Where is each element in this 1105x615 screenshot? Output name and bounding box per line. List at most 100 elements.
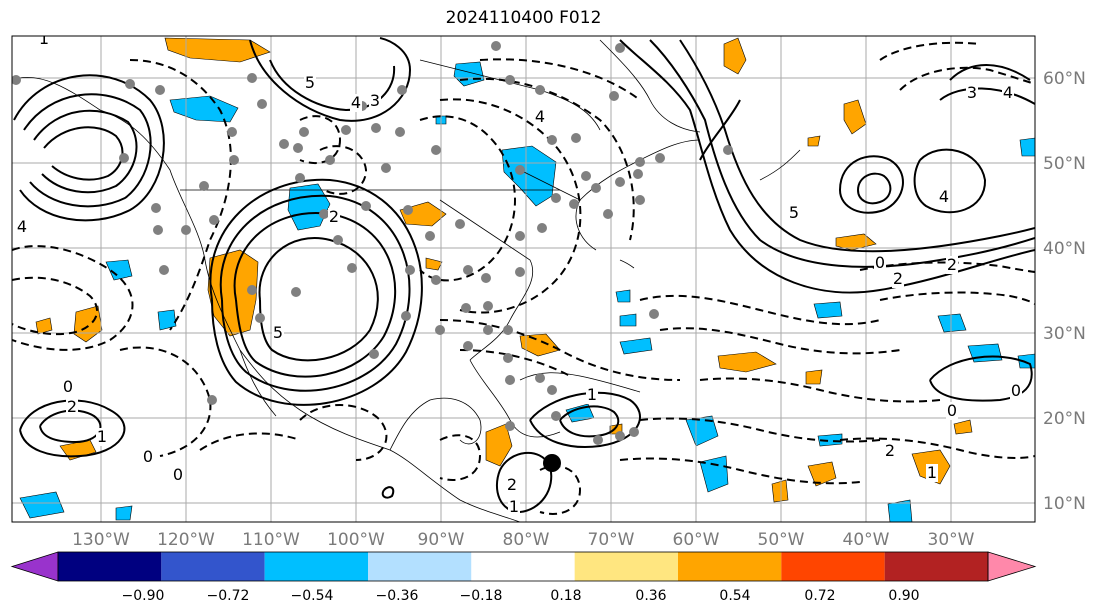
colorbar-tick-label: 0.54 <box>719 588 750 604</box>
contour-label: 0 <box>143 447 153 466</box>
lat-label: 20°N <box>1043 409 1086 429</box>
contour-label-background <box>328 208 340 226</box>
contour-label: 1 <box>509 497 519 516</box>
contour-label: 4 <box>351 93 361 112</box>
contour-label-background <box>506 476 518 494</box>
colorbar-segment <box>678 552 782 581</box>
lon-label: 70°W <box>588 530 635 550</box>
dashed-contours <box>12 41 1035 515</box>
colorbar-segment <box>574 552 678 581</box>
colorbar-tick-label: −0.54 <box>291 588 334 604</box>
contour-label-background <box>788 204 800 222</box>
map-frame <box>11 35 1036 523</box>
colorbar-extension-low <box>10 551 59 582</box>
contour-label-background <box>966 84 978 102</box>
lon-label: 50°W <box>758 530 805 550</box>
contour-label-background <box>304 74 316 92</box>
colorbar-tick-labels: −0.90 −0.72 −0.54 −0.36 −0.18 0.18 0.36 … <box>122 588 920 604</box>
contour-label: 0 <box>173 465 183 484</box>
contour-label-background <box>62 378 74 396</box>
lat-label: 60°N <box>1043 69 1086 89</box>
contour-label-background <box>938 188 950 206</box>
contour-label-background <box>16 218 28 236</box>
contour-label-background <box>926 464 938 482</box>
gridlines <box>12 36 1035 522</box>
colorbar-tick-label: 0.90 <box>888 588 919 604</box>
contour-label-background <box>1010 382 1022 400</box>
contour-label-background <box>96 428 108 446</box>
lon-label: 80°W <box>503 530 550 550</box>
contour-label-background <box>508 498 520 516</box>
colorbar-border <box>57 551 989 582</box>
colorbar-extension-high <box>987 551 1037 582</box>
negative-anomaly-regions <box>19 61 1035 522</box>
contour-label: 0 <box>947 401 957 420</box>
colorbar-segment <box>884 552 988 581</box>
colorbar-segment <box>58 552 162 581</box>
contour-label-background <box>874 254 886 272</box>
contour-label: 2 <box>893 269 903 288</box>
contour-label: 4 <box>1003 83 1013 102</box>
contour-label: 2 <box>947 255 957 274</box>
contour-label: 0 <box>875 253 885 272</box>
lon-label: 60°W <box>673 530 720 550</box>
contour-label: 3 <box>967 83 977 102</box>
contour-label: 3 <box>370 91 380 110</box>
contour-label-background <box>946 256 958 274</box>
lon-label: 30°W <box>928 530 975 550</box>
colorbar-tick-label: 0.72 <box>804 588 835 604</box>
colorbar-segment <box>264 552 368 581</box>
contour-label-background <box>892 270 904 288</box>
contour-label: 4 <box>17 217 27 236</box>
colorbar-tick-label: −0.72 <box>207 588 250 604</box>
lon-label: 130°W <box>72 530 130 550</box>
colorbar-tick-label: −0.90 <box>122 588 165 604</box>
contour-label: 5 <box>305 73 315 92</box>
colorbar-tick-label: 0.36 <box>635 588 666 604</box>
contour-label-background <box>272 324 284 342</box>
contour-label: 1 <box>927 463 937 482</box>
colorbar-segment <box>368 552 472 581</box>
contour-label-background <box>586 386 598 404</box>
coastlines <box>12 39 801 522</box>
contour-label-background <box>38 36 50 48</box>
lat-label: 50°N <box>1043 154 1086 174</box>
contour-label: 2 <box>329 207 339 226</box>
contour-label: 1 <box>587 385 597 404</box>
contour-label: 0 <box>1011 381 1021 400</box>
contour-label-background <box>534 108 546 126</box>
lat-label: 30°N <box>1043 324 1086 344</box>
contour-label-background <box>1002 84 1014 102</box>
map-background <box>12 36 1035 522</box>
contour-label: 5 <box>789 203 799 222</box>
colorbar <box>10 551 1037 582</box>
colorbar-tick-label: 0.18 <box>550 588 581 604</box>
lat-label: 10°N <box>1043 494 1086 514</box>
contour-label-background <box>946 402 958 420</box>
contour-label: 4 <box>939 187 949 206</box>
longitude-labels: 130°W 120°W 110°W 100°W 90°W 80°W 70°W 6… <box>72 530 975 550</box>
latitude-labels: 60°N 50°N 40°N 30°N 20°N 10°N <box>1043 69 1086 514</box>
contour-label: 1 <box>97 427 107 446</box>
lon-label: 90°W <box>418 530 465 550</box>
colorbar-tick-label: −0.18 <box>460 588 503 604</box>
lon-label: 100°W <box>327 530 385 550</box>
contour-label-background <box>172 466 184 484</box>
contour-label-background <box>142 448 154 466</box>
contour-label: 1 <box>39 29 49 48</box>
contour-label-background <box>884 442 896 460</box>
contour-label: 2 <box>885 441 895 460</box>
station-dots <box>12 41 733 445</box>
lat-label: 40°N <box>1043 239 1086 259</box>
map-title: 2024110400 F012 <box>445 8 602 28</box>
colorbar-segment <box>161 552 265 581</box>
contour-label-background <box>369 92 381 110</box>
colorbar-segment <box>471 552 575 581</box>
contour-label: 2 <box>507 475 517 494</box>
colorbar-segment <box>781 552 885 581</box>
lon-label: 110°W <box>242 530 300 550</box>
contour-label: 0 <box>63 377 73 396</box>
contour-label-background <box>350 94 362 112</box>
